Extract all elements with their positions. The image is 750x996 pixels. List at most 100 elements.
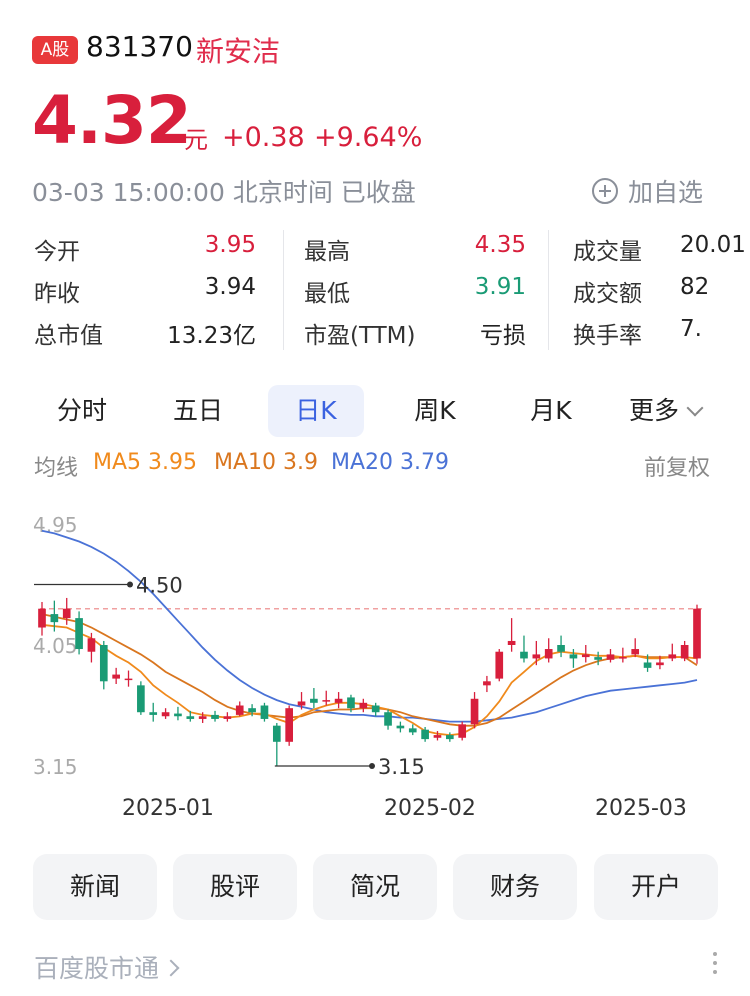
price-change: +0.38 [222, 122, 305, 153]
candle-body [693, 608, 701, 659]
tab-5[interactable]: 更多 [610, 385, 720, 437]
price-unit: 元 [184, 126, 208, 154]
chevron-down-icon [686, 399, 704, 417]
tab-0[interactable]: 分时 [34, 385, 130, 437]
price-change-percent: +9.64% [314, 122, 423, 153]
divider [548, 230, 549, 350]
add-watchlist-button[interactable]: 加自选 [592, 173, 703, 209]
candle-body [643, 662, 652, 668]
tab-label: 更多 [628, 396, 679, 425]
ma10-line [41, 613, 698, 727]
stock-name[interactable]: 新安洁 [196, 35, 281, 68]
quote-label: 今开 [34, 239, 80, 265]
candle-body [198, 716, 207, 719]
quote-value: 3.94 [204, 274, 256, 300]
profile-button[interactable]: 简况 [313, 854, 437, 920]
candle-body [124, 678, 133, 681]
candle-body [75, 618, 83, 650]
tab-label: 分时 [56, 396, 107, 425]
x-axis-label: 2025-02 [384, 796, 476, 821]
stock-code: 831370 [86, 30, 193, 63]
candle-body [656, 662, 664, 666]
candle-body [396, 725, 405, 729]
chevron-right-icon [162, 959, 180, 977]
quote-label: 最低 [304, 281, 350, 307]
candle-body [149, 712, 158, 715]
candle-body [619, 657, 627, 659]
candle-body [470, 698, 479, 725]
candle-body [371, 705, 380, 713]
tab-label: 周K [414, 396, 456, 425]
ma5-value: MA5 3.95 [93, 450, 198, 475]
quote-label: 总市值 [34, 323, 103, 349]
candle-body [445, 735, 454, 740]
annotation-dot [127, 581, 133, 588]
quote-value: 7. [680, 316, 702, 342]
candle-body [507, 640, 516, 645]
candle-body [87, 638, 96, 652]
quote-value: 亏损 [480, 323, 526, 349]
candle-body [310, 698, 318, 703]
candle-body [248, 708, 256, 713]
a-share-badge: A股 [32, 36, 78, 64]
y-tick-label: 4.05 [33, 634, 78, 658]
quote-label: 市盈(TTM) [304, 323, 416, 349]
candle-body [62, 608, 71, 619]
candle-body [99, 645, 108, 682]
more-vertical-icon[interactable] [713, 952, 717, 979]
tab-label: 五日 [172, 396, 223, 425]
candle-body [347, 697, 355, 709]
quote-value: 13.23亿 [167, 323, 256, 349]
ma5-line [41, 623, 698, 737]
plus-circle-icon [592, 178, 618, 204]
candle-body [285, 708, 294, 742]
tab-2[interactable]: 日K [268, 385, 364, 437]
candle-body [112, 674, 120, 679]
quote-value: 20.01 [680, 232, 746, 258]
candlestick-chart[interactable]: 4.954.053.154.503.15 [0, 500, 750, 790]
tab-label: 日K [295, 396, 337, 425]
candle-body [606, 654, 615, 660]
financials-button[interactable]: 财务 [453, 854, 577, 920]
ma20-line [41, 529, 698, 723]
footer-link[interactable]: 百度股市通 [34, 949, 180, 985]
candle-body [223, 716, 232, 719]
candle-body [272, 725, 281, 742]
quote-label: 换手率 [573, 323, 642, 349]
annotation-label: 4.50 [136, 574, 183, 598]
current-price: 4.32 [32, 82, 192, 159]
candle-body [668, 654, 677, 659]
candle-body [384, 712, 392, 726]
candle-body [520, 651, 528, 659]
candle-body [557, 645, 565, 652]
quote-label: 成交量 [573, 239, 642, 265]
tab-4[interactable]: 月K [508, 385, 594, 437]
add-watchlist-label: 加自选 [628, 178, 704, 207]
ma20-value: MA20 3.79 [331, 450, 450, 475]
candle-body [235, 705, 244, 715]
y-tick-label: 3.15 [33, 755, 78, 779]
candle-body [137, 685, 145, 713]
adjust-mode[interactable]: 前复权 [644, 456, 711, 481]
news-button[interactable]: 新闻 [33, 854, 157, 920]
tab-1[interactable]: 五日 [143, 385, 253, 437]
candle-body [581, 654, 590, 658]
open-account-button[interactable]: 开户 [594, 854, 718, 920]
candle-body [544, 649, 553, 659]
candle-body [50, 614, 59, 623]
commentary-button[interactable]: 股评 [173, 854, 297, 920]
quote-label: 昨收 [34, 281, 80, 307]
candle-body [594, 657, 602, 660]
candle-body [680, 645, 689, 659]
ma10-value: MA10 3.9 [214, 450, 319, 475]
candle-body [458, 724, 467, 738]
ma-legend-label: 均线 [34, 456, 79, 481]
candle-body [260, 705, 269, 719]
x-axis-label: 2025-03 [595, 796, 687, 821]
candle-body [569, 654, 578, 659]
candle-body [38, 608, 46, 628]
quote-timestamp: 03-03 15:00:00 北京时间 已收盘 [32, 178, 416, 207]
quote-label: 成交额 [573, 281, 642, 307]
quote-value: 3.91 [474, 274, 526, 300]
tab-3[interactable]: 周K [390, 385, 480, 437]
